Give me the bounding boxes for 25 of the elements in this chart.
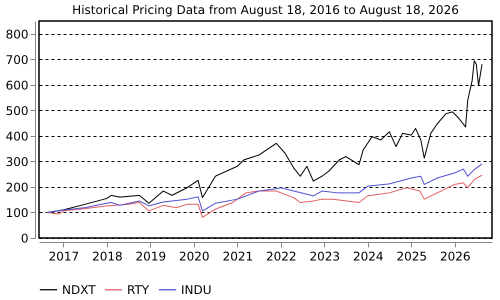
x-tick-label: 2026	[440, 250, 471, 264]
line-series	[46, 163, 482, 213]
legend-label: INDU	[181, 282, 212, 297]
legend-label: NDXT	[62, 282, 96, 297]
y-tick-label: 400	[6, 129, 28, 144]
x-tick-label: 2025	[396, 250, 428, 264]
y-tick-label: 500	[6, 104, 28, 118]
x-tick-label: 2017	[48, 250, 80, 264]
y-tick-label: 200	[6, 180, 28, 194]
y-tick-label: 300	[6, 154, 28, 169]
x-tick-label: 2024	[352, 250, 384, 264]
legend-label: RTY	[127, 282, 150, 297]
x-tick-label: 2018	[92, 250, 123, 264]
y-tick-label: 0	[20, 232, 28, 246]
x-tick-label: 2019	[136, 250, 166, 264]
y-tick-label: 100	[6, 206, 28, 220]
line-series	[46, 174, 482, 218]
y-tick-label: 800	[6, 27, 28, 42]
y-tick-label: 700	[6, 52, 28, 67]
x-tick-label: 2021	[222, 250, 254, 264]
x-tick-label: 2022	[266, 250, 297, 264]
chart-title: Historical Pricing Data from August 18, 2016 to August 18, 2026	[72, 3, 459, 17]
x-tick-label: 2023	[309, 250, 340, 264]
x-tick-label: 2020	[178, 250, 210, 264]
y-tick-label: 600	[6, 78, 28, 92]
